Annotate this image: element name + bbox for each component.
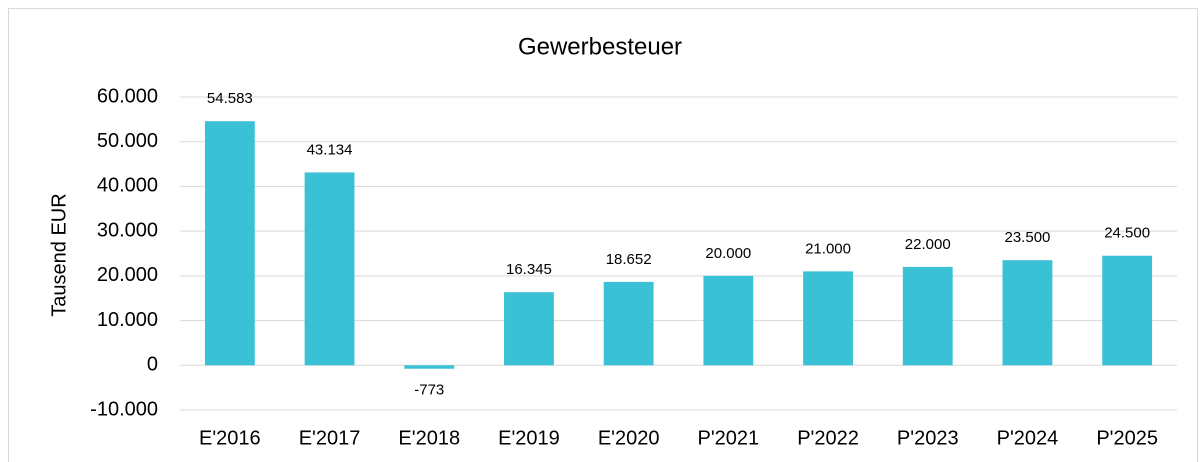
x-tick-label: E'2019 [498,427,560,449]
bar [204,121,255,366]
value-label: -773 [414,382,444,399]
chart-title: Gewerbesteuer [518,33,682,60]
value-label: 22.000 [905,236,951,253]
bar [1102,255,1153,366]
x-tick-label: P'2023 [897,427,959,449]
x-tick-label: P'2022 [797,427,859,449]
bar [703,275,754,366]
value-label: 20.000 [705,245,751,262]
x-tick-label: P'2024 [997,427,1059,449]
bar [304,172,355,366]
value-label: 43.134 [307,141,353,158]
value-label: 16.345 [506,261,552,278]
value-label: 54.583 [207,90,253,107]
y-axis-title: Tausend EUR [48,193,70,316]
y-tick-label: 40.000 [97,175,158,197]
y-tick-label: 10.000 [97,309,158,331]
value-label: 21.000 [805,240,851,257]
bar [902,266,953,366]
x-tick-label: E'2016 [199,427,261,449]
x-tick-label: E'2018 [398,427,460,449]
x-tick-label: P'2025 [1096,427,1158,449]
x-tick-label: E'2017 [299,427,361,449]
x-tick-label: P'2021 [698,427,760,449]
bar [1002,260,1053,366]
bar [404,365,455,369]
value-label: 24.500 [1104,225,1150,242]
y-tick-label: -10.000 [90,398,158,420]
y-tick-label: 50.000 [97,130,158,152]
y-tick-label: 30.000 [97,219,158,241]
x-tick-label: E'2020 [598,427,660,449]
value-label: 18.652 [606,251,652,268]
y-tick-label: 20.000 [97,264,158,286]
bar [603,281,654,366]
y-tick-label: 60.000 [97,85,158,107]
y-tick-label: 0 [147,354,158,376]
value-label: 23.500 [1005,229,1051,246]
bar [803,271,853,366]
bar [504,292,554,366]
